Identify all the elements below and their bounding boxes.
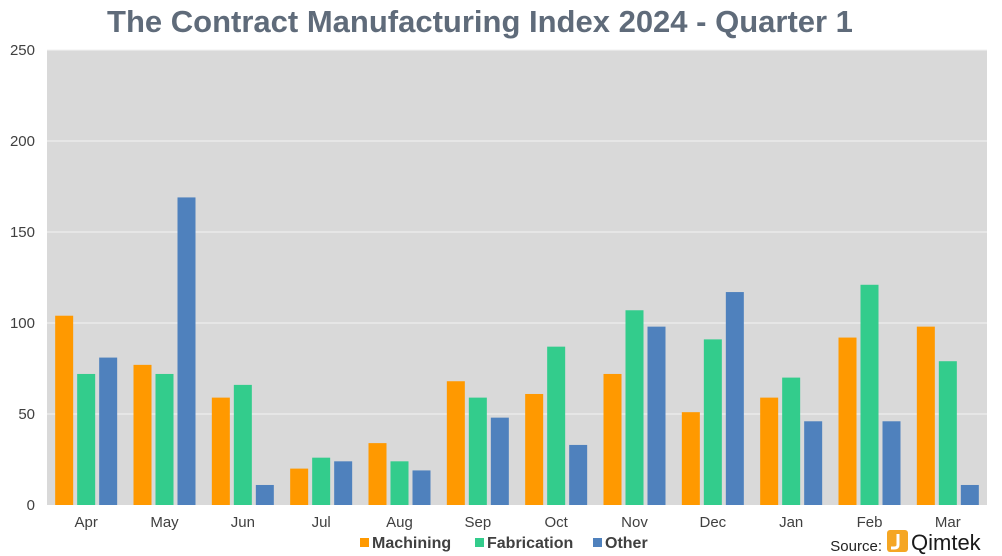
y-tick-label: 200 <box>10 133 35 150</box>
bar-machining-dec <box>681 412 700 505</box>
x-axis-labels: Apr May Jun Jul Aug Sep Oct Nov Dec Jan Feb Mar <box>74 514 960 531</box>
bar-fabrication-mar <box>938 361 957 505</box>
bar-fabrication-sep <box>468 397 487 505</box>
x-tick-label: Dec <box>699 514 726 531</box>
x-tick-label: Sep <box>464 514 491 531</box>
gridlines <box>47 49 987 415</box>
bar-fabrication-apr <box>77 373 96 505</box>
bar-machining-jun <box>211 397 230 505</box>
bar-machining-jan <box>760 397 779 505</box>
legend-label-machining: Machining <box>372 535 451 552</box>
plot-area <box>47 50 987 505</box>
x-tick-label: Feb <box>857 514 883 531</box>
bar-machining-apr <box>55 315 74 505</box>
y-tick-label: 0 <box>27 497 35 514</box>
bar-fabrication-jul <box>312 457 331 505</box>
legend-label-other: Other <box>605 535 648 552</box>
y-axis-ticks: 0 50 100 150 200 250 <box>10 42 35 514</box>
bar-fabrication-may <box>155 373 174 505</box>
bar-other-sep <box>490 417 509 505</box>
legend: Machining Fabrication Other <box>360 535 648 552</box>
y-tick-label: 100 <box>10 315 35 332</box>
bar-fabrication-oct <box>547 346 566 505</box>
bar-machining-jul <box>290 468 309 505</box>
source-brand: Qimtek <box>911 530 982 555</box>
bar-other-aug <box>412 470 431 505</box>
bar-machining-aug <box>368 443 387 505</box>
y-tick-label: 50 <box>18 406 35 423</box>
bar-other-oct <box>569 444 588 505</box>
x-tick-label: May <box>150 514 179 531</box>
bar-fabrication-aug <box>390 461 409 505</box>
bar-machining-mar <box>916 326 935 505</box>
source-label: Source: <box>830 538 882 555</box>
x-tick-label: Nov <box>621 514 648 531</box>
y-tick-label: 250 <box>10 42 35 59</box>
legend-swatch-other <box>593 538 602 547</box>
bar-other-jul <box>334 461 353 505</box>
chart-title: The Contract Manufacturing Index 2024 - … <box>107 4 853 39</box>
bars <box>55 197 979 506</box>
bar-fabrication-dec <box>703 339 722 505</box>
bar-other-nov <box>647 326 666 505</box>
bar-fabrication-jan <box>782 377 801 505</box>
bar-fabrication-jun <box>233 384 252 505</box>
bar-other-jun <box>255 484 274 505</box>
bar-machining-nov <box>603 373 622 505</box>
bar-machining-feb <box>838 337 857 505</box>
legend-label-fabrication: Fabrication <box>487 535 573 552</box>
bar-machining-may <box>133 364 152 505</box>
x-tick-label: Jul <box>312 514 331 531</box>
x-tick-label: Jan <box>779 514 803 531</box>
bar-machining-oct <box>525 393 544 505</box>
source-attribution: Source: Qimtek <box>830 530 982 555</box>
x-tick-label: Jun <box>231 514 255 531</box>
x-tick-label: Oct <box>544 514 568 531</box>
x-tick-label: Mar <box>935 514 961 531</box>
bar-fabrication-feb <box>860 284 879 505</box>
qimtek-logo-icon <box>887 530 908 552</box>
legend-swatch-fabrication <box>475 538 484 547</box>
bar-other-jan <box>804 421 823 505</box>
x-tick-label: Aug <box>386 514 413 531</box>
bar-machining-sep <box>446 381 465 505</box>
bar-other-mar <box>960 484 979 505</box>
bar-fabrication-nov <box>625 310 644 505</box>
bar-other-dec <box>725 292 744 505</box>
y-tick-label: 150 <box>10 224 35 241</box>
bar-other-feb <box>882 421 901 505</box>
bar-other-may <box>177 197 196 506</box>
legend-swatch-machining <box>360 538 369 547</box>
bar-other-apr <box>99 357 118 505</box>
x-tick-label: Apr <box>74 514 97 531</box>
